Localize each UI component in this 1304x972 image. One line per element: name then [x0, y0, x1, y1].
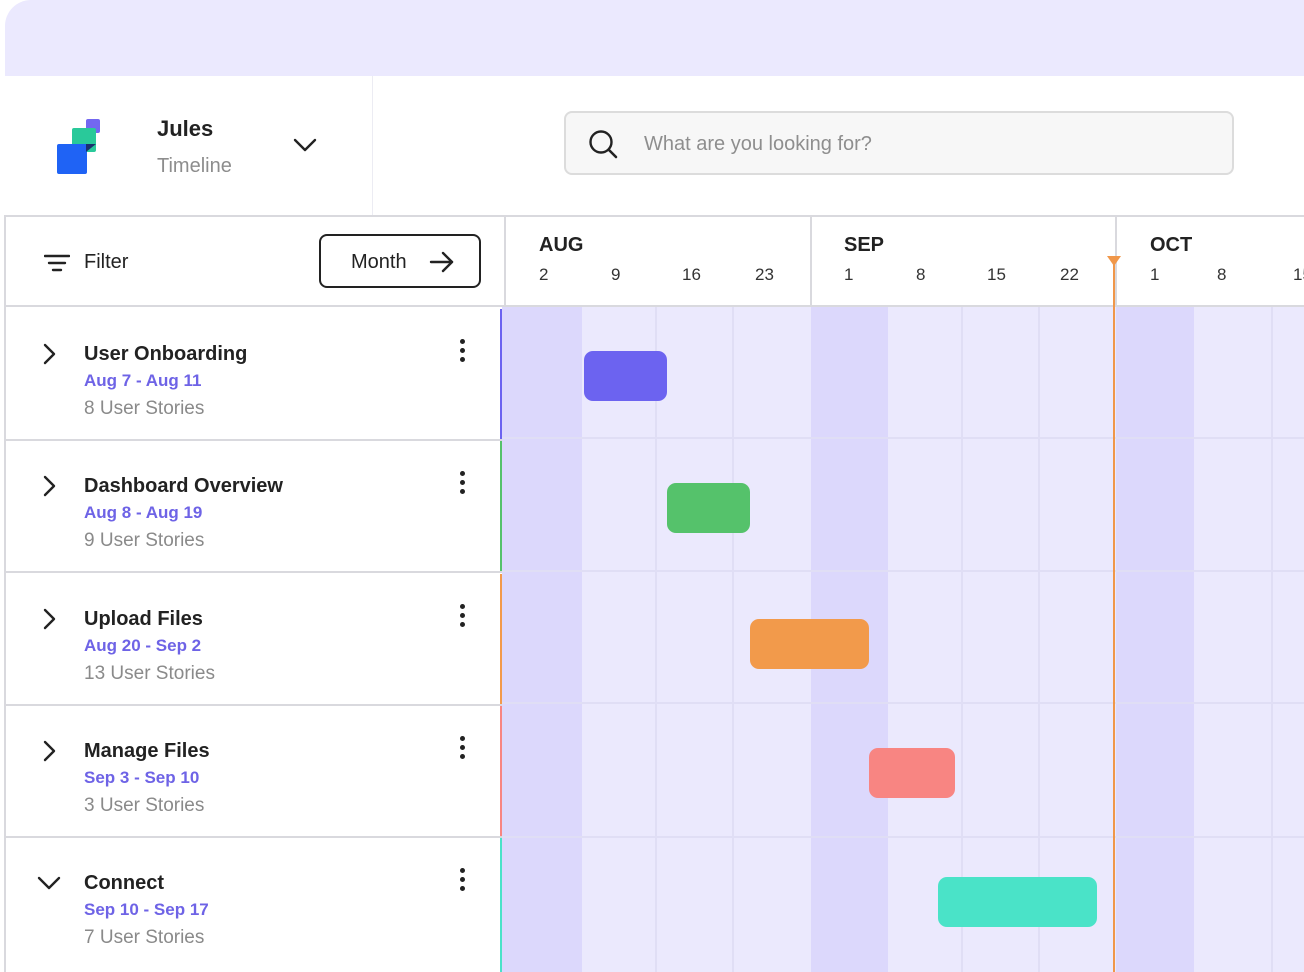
- timeline-header: AUG 2 9 16 23 SEP 1 8 15 22 OCT 1 8 15: [506, 217, 1304, 305]
- week-gridline: [1038, 307, 1040, 972]
- today-line: [1113, 258, 1115, 972]
- top-banner: [5, 0, 1304, 76]
- row-divider: [5, 836, 502, 838]
- epic-story-count: 9 User Stories: [84, 530, 205, 551]
- week-label: 9: [611, 265, 621, 284]
- filter-icon: [44, 254, 70, 272]
- grid-header-border: [5, 305, 1304, 307]
- epic-row[interactable]: Connect Sep 10 - Sep 17 7 User Stories: [6, 838, 504, 972]
- chevron-right-icon[interactable]: [36, 738, 62, 764]
- filter-label: Filter: [84, 251, 129, 273]
- epic-bar-manage-files[interactable]: [869, 748, 955, 798]
- week-gridline: [655, 307, 657, 972]
- epic-bar-user-onboarding[interactable]: [584, 351, 667, 401]
- epic-row[interactable]: User Onboarding Aug 7 - Aug 11 8 User St…: [6, 309, 504, 439]
- project-name: Jules: [157, 116, 214, 141]
- week-label: 1: [844, 265, 854, 284]
- chevron-right-icon[interactable]: [36, 606, 62, 632]
- more-options-icon[interactable]: [454, 604, 470, 632]
- week-label: 23: [755, 265, 774, 284]
- search-input[interactable]: [642, 125, 1206, 163]
- month-label: Month: [351, 251, 407, 273]
- today-marker-icon: [1107, 256, 1121, 266]
- search-icon: [589, 130, 618, 159]
- week-gridline: [732, 307, 734, 972]
- timeline-chart: [502, 307, 1304, 972]
- epic-row[interactable]: Dashboard Overview Aug 8 - Aug 19 9 User…: [6, 441, 504, 571]
- weekend-band: [1116, 307, 1194, 972]
- more-options-icon[interactable]: [454, 339, 470, 367]
- week-label: 15: [1293, 265, 1304, 284]
- month-label-aug: AUG: [539, 234, 584, 256]
- week-label: 16: [682, 265, 701, 284]
- epic-bar-connect[interactable]: [938, 877, 1097, 927]
- epic-story-count: 8 User Stories: [84, 398, 205, 419]
- epic-dates: Sep 3 - Sep 10: [84, 768, 200, 787]
- grid-top-border: [5, 215, 1304, 217]
- month-label-oct: OCT: [1150, 234, 1193, 256]
- panel-divider: [504, 215, 506, 307]
- epic-title: Connect: [84, 872, 164, 894]
- more-options-icon[interactable]: [454, 868, 470, 896]
- month-button[interactable]: Month: [319, 234, 481, 288]
- epic-story-count: 13 User Stories: [84, 663, 215, 684]
- row-divider: [5, 439, 502, 441]
- week-label: 2: [539, 265, 549, 284]
- chevron-right-icon[interactable]: [36, 341, 62, 367]
- row-divider: [5, 571, 502, 573]
- epic-row[interactable]: Upload Files Aug 20 - Sep 2 13 User Stor…: [6, 574, 504, 704]
- week-label: 1: [1150, 265, 1160, 284]
- toolbar: Filter Month: [6, 217, 504, 305]
- row-gridline: [502, 836, 1304, 838]
- week-label: 15: [987, 265, 1006, 284]
- month-label-sep: SEP: [844, 234, 885, 256]
- week-label: 22: [1060, 265, 1079, 284]
- epic-title: User Onboarding: [84, 343, 248, 365]
- app-logo: [56, 118, 104, 174]
- epic-story-count: 3 User Stories: [84, 795, 205, 816]
- epic-bar-upload-files[interactable]: [750, 619, 869, 669]
- grid-left-border: [4, 215, 6, 972]
- more-options-icon[interactable]: [454, 471, 470, 499]
- row-gridline: [502, 702, 1304, 704]
- epic-row[interactable]: Manage Files Sep 3 - Sep 10 3 User Stori…: [6, 706, 504, 836]
- row-gridline: [502, 570, 1304, 572]
- week-label: 8: [1217, 265, 1227, 284]
- chevron-right-icon[interactable]: [36, 473, 62, 499]
- header-divider: [372, 76, 373, 216]
- week-gridline: [1271, 307, 1273, 972]
- chevron-down-icon[interactable]: [36, 870, 62, 896]
- project-view-label: Timeline: [157, 155, 232, 177]
- row-divider: [5, 704, 502, 706]
- epic-dates: Sep 10 - Sep 17: [84, 900, 209, 919]
- month-divider: [810, 217, 812, 305]
- row-gridline: [502, 437, 1304, 439]
- more-options-icon[interactable]: [454, 736, 470, 764]
- epic-dates: Aug 7 - Aug 11: [84, 371, 202, 390]
- filter-button[interactable]: Filter: [44, 251, 154, 275]
- arrow-right-icon: [429, 251, 454, 273]
- epic-dates: Aug 8 - Aug 19: [84, 503, 203, 522]
- epic-dates: Aug 20 - Sep 2: [84, 636, 202, 655]
- chevron-down-icon[interactable]: [292, 136, 318, 154]
- epic-title: Manage Files: [84, 740, 210, 762]
- week-label: 8: [916, 265, 926, 284]
- epic-title: Dashboard Overview: [84, 475, 283, 497]
- epic-title: Upload Files: [84, 608, 203, 630]
- epic-story-count: 7 User Stories: [84, 927, 205, 948]
- week-gridline: [961, 307, 963, 972]
- weekend-band: [502, 307, 582, 972]
- epic-bar-dashboard-overview[interactable]: [667, 483, 750, 533]
- search-bar: [564, 111, 1234, 175]
